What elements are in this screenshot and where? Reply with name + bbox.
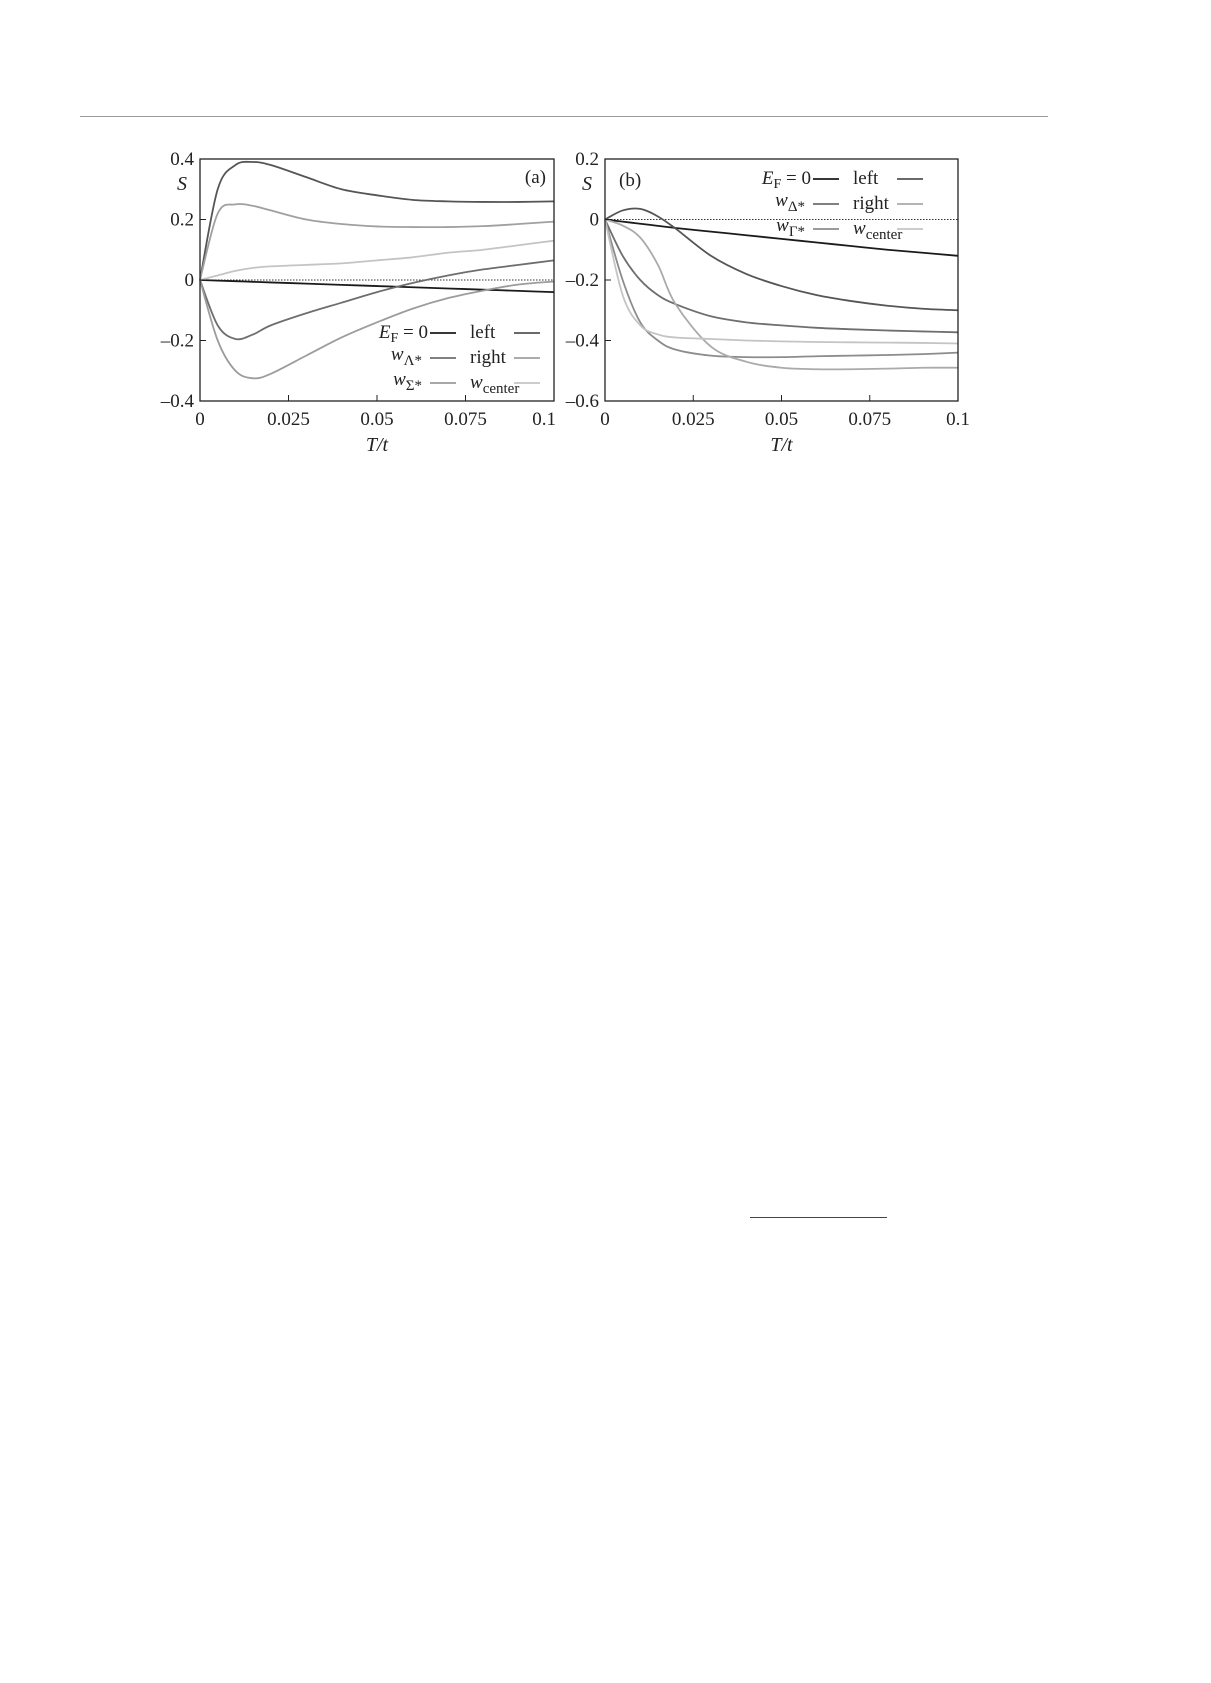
legend-label: wΣ* bbox=[393, 369, 422, 394]
legend-label: left bbox=[470, 322, 496, 343]
series-line bbox=[199, 160, 555, 281]
y-tick-label: –0.2 bbox=[160, 331, 194, 352]
series-line bbox=[199, 279, 555, 380]
panel-label: (b) bbox=[619, 170, 641, 191]
y-tick-label: –0.2 bbox=[565, 270, 599, 291]
x-tick-label: 0.05 bbox=[360, 409, 393, 430]
series-line bbox=[604, 218, 959, 371]
x-axis-label: T/t bbox=[770, 434, 793, 456]
y-tick-label: 0 bbox=[590, 210, 600, 231]
y-tick-label: 0.2 bbox=[575, 149, 599, 170]
chart-panel-b: 0 0.025 0.05 0.075 0.1 0.2 0 –0.2 –0.4 –0.6 T/t S (b… bbox=[565, 149, 970, 456]
series-line bbox=[199, 239, 555, 281]
y-tick-label: –0.6 bbox=[565, 391, 599, 412]
legend-label: wcenter bbox=[853, 218, 902, 243]
chart-panel-a: 0 0.025 0.05 0.075 0.1 0.4 0.2 0 –0.2 –0.4 T/t S (a)… bbox=[160, 149, 556, 456]
y-tick-label: –0.4 bbox=[565, 331, 600, 352]
series-line bbox=[199, 279, 555, 293]
legend-label: left bbox=[853, 168, 879, 189]
x-tick-label: 0 bbox=[195, 409, 205, 430]
x-tick-label: 0.025 bbox=[672, 409, 715, 430]
series-line bbox=[604, 219, 959, 334]
legend-label: right bbox=[853, 193, 890, 214]
x-tick-label: 0.05 bbox=[765, 409, 798, 430]
legend-label: EF = 0 bbox=[761, 168, 811, 192]
y-tick-label: 0.2 bbox=[170, 210, 194, 231]
series-line bbox=[604, 219, 959, 359]
x-axis-label: T/t bbox=[366, 434, 389, 456]
y-axis-label: S bbox=[582, 173, 592, 195]
footnote-rule bbox=[750, 1217, 887, 1218]
legend-label: wcenter bbox=[470, 372, 519, 397]
x-tick-label: 0.025 bbox=[267, 409, 310, 430]
legend-label: wΔ* bbox=[775, 190, 805, 215]
series-line bbox=[199, 259, 555, 341]
x-tick-label: 0 bbox=[600, 409, 610, 430]
series-line bbox=[604, 207, 959, 312]
y-tick-label: 0 bbox=[185, 270, 195, 291]
legend-label: wΓ* bbox=[776, 215, 805, 240]
x-tick-label: 0.1 bbox=[946, 409, 970, 430]
legend-label: right bbox=[470, 347, 507, 368]
y-tick-label: 0.4 bbox=[170, 149, 194, 170]
series-line bbox=[604, 219, 959, 345]
series-line bbox=[604, 218, 959, 257]
y-tick-label: –0.4 bbox=[160, 391, 195, 412]
legend-label: EF = 0 bbox=[378, 322, 428, 346]
series-line bbox=[199, 203, 555, 281]
x-tick-label: 0.1 bbox=[532, 409, 556, 430]
panel-label: (a) bbox=[525, 167, 546, 188]
legend-label: wΛ* bbox=[391, 344, 422, 369]
x-tick-label: 0.075 bbox=[444, 409, 487, 430]
y-axis-label: S bbox=[177, 173, 187, 195]
x-tick-label: 0.075 bbox=[848, 409, 891, 430]
header-rule bbox=[80, 116, 1048, 117]
